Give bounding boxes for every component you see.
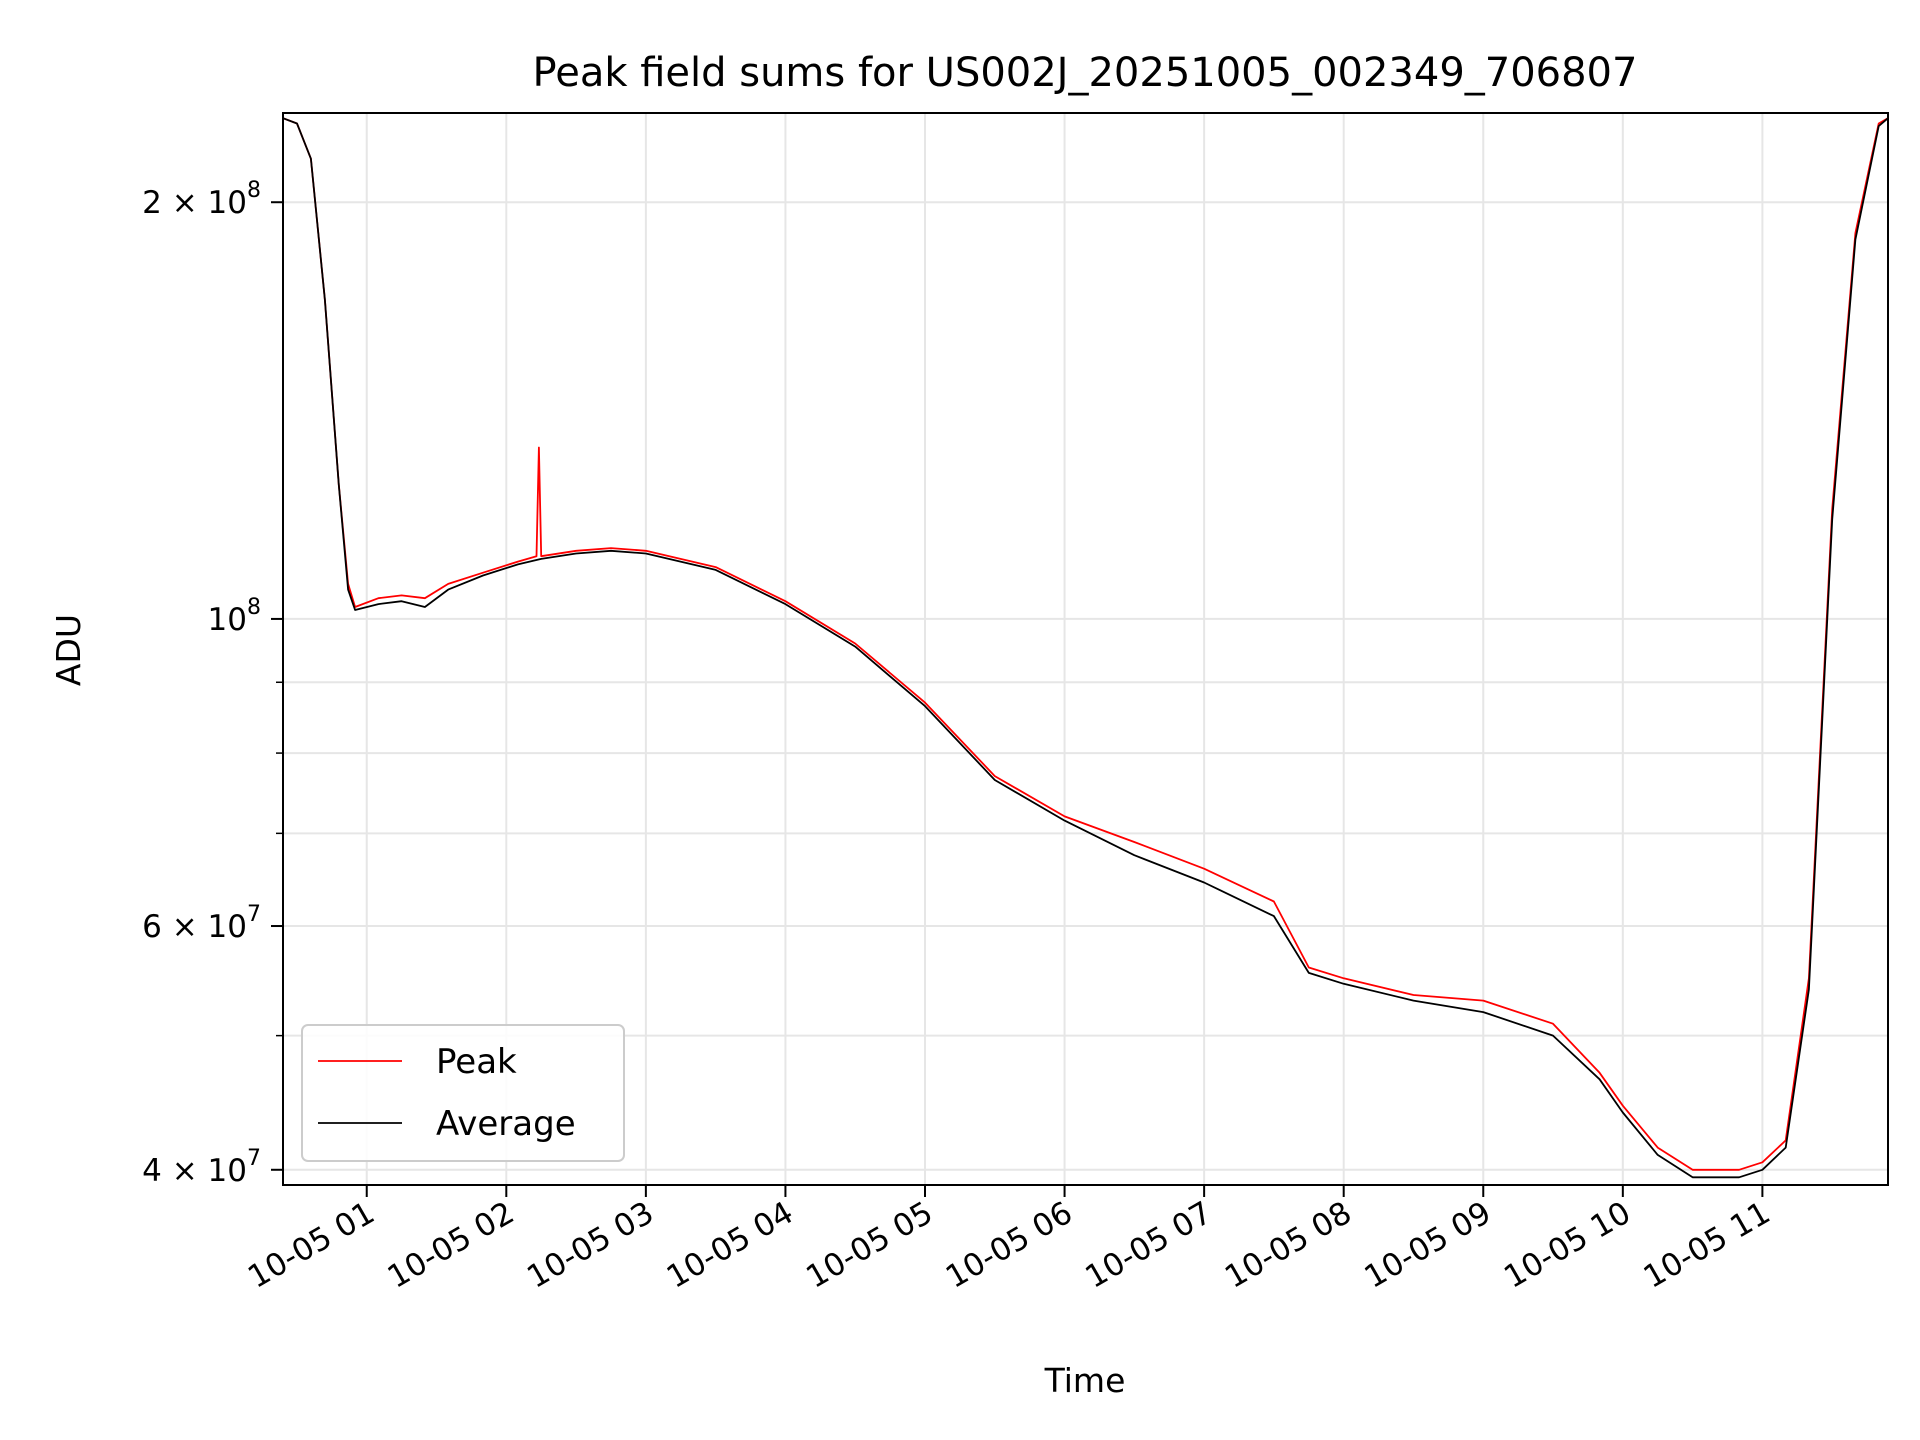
- x-axis-label: Time: [1044, 1361, 1126, 1400]
- y-tick-label-exponent: 8: [247, 178, 261, 203]
- series-layer: [282, 117, 1889, 1179]
- y-tick-label: 6 × 107: [142, 902, 261, 945]
- axes-frame: [282, 112, 1889, 1186]
- y-tick-label-exponent: 7: [247, 902, 261, 927]
- legend-label-peak: Peak: [436, 1042, 517, 1082]
- series-line-peak: [282, 117, 1889, 1171]
- y-tick-label-base: 4 × 10: [142, 1153, 247, 1189]
- y-tick-label: 2 × 108: [142, 178, 261, 221]
- y-tick-label-exponent: 7: [247, 1146, 261, 1171]
- y-tick-label-base: 10: [208, 602, 247, 638]
- y-tick-label: 4 × 107: [142, 1146, 261, 1189]
- plot-area: [282, 117, 1889, 1179]
- legend: Peak Average: [301, 1024, 625, 1162]
- series-line-average: [282, 117, 1889, 1179]
- legend-box: [301, 1024, 625, 1162]
- y-tick-label: 108: [208, 595, 261, 638]
- y-tick-label-base: 2 × 10: [142, 185, 247, 221]
- grid: [283, 113, 1888, 1185]
- y-tick-label-exponent: 8: [247, 595, 261, 620]
- legend-label-average: Average: [436, 1104, 576, 1144]
- y-axis-label: ADU: [49, 614, 88, 686]
- chart-title: Peak field sums for US002J_20251005_0023…: [533, 50, 1638, 96]
- y-tick-label-base: 6 × 10: [142, 909, 247, 945]
